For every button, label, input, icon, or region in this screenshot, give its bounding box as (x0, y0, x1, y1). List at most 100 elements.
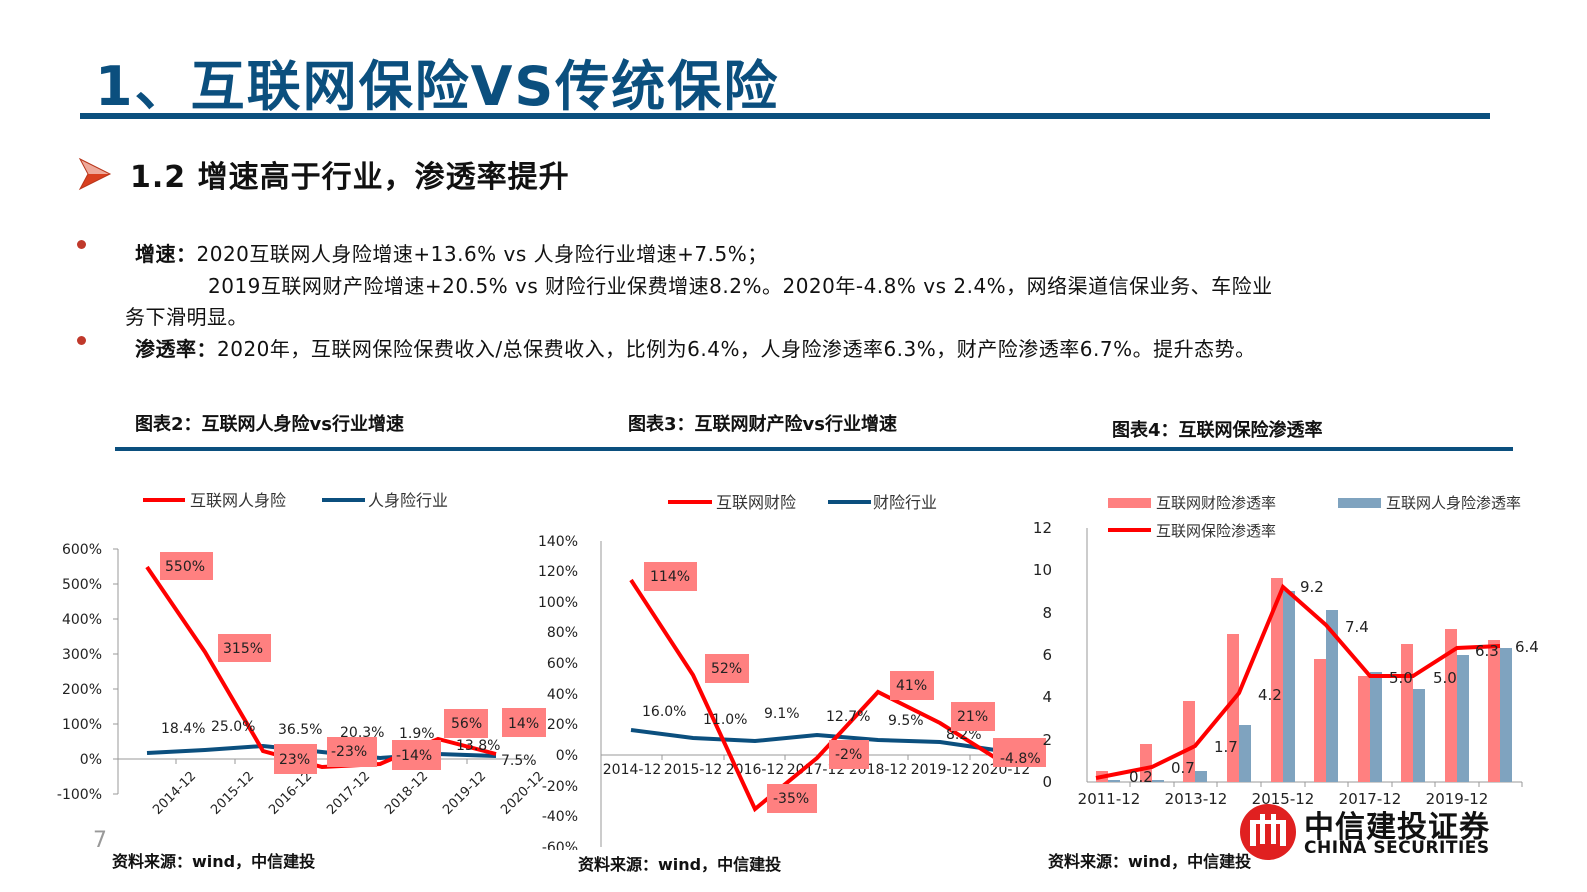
svg-text:0.2: 0.2 (1129, 768, 1153, 786)
svg-text:4: 4 (1042, 688, 1052, 706)
svg-text:2014-12: 2014-12 (150, 769, 199, 818)
svg-text:400%: 400% (62, 612, 102, 628)
svg-text:13.8%: 13.8% (456, 738, 500, 754)
svg-text:2017-12: 2017-12 (324, 769, 373, 818)
legend-label: 人身险行业 (368, 491, 448, 510)
bullet-penetration-line1: 2020年，互联网保险保费收入/总保费收入，比例为6.4%，人身险渗透率6.3%… (217, 337, 1256, 361)
title-divider (80, 113, 1490, 119)
bullet-penetration: 渗透率：2020年，互联网保险保费收入/总保费收入，比例为6.4%，人身险渗透率… (135, 333, 1256, 362)
svg-text:互联网财险渗透率: 互联网财险渗透率 (1156, 494, 1276, 512)
bullet-dot (77, 336, 86, 345)
svg-text:0%: 0% (556, 748, 578, 764)
bullet-dot (77, 240, 86, 249)
svg-text:80%: 80% (547, 625, 578, 641)
svg-text:315%: 315% (223, 641, 263, 657)
svg-text:2015-12: 2015-12 (208, 769, 257, 818)
section-heading: 1.2 增速高于行业，渗透率提升 (78, 152, 570, 196)
svg-text:60%: 60% (547, 656, 578, 672)
svg-text:11.0%: 11.0% (703, 712, 747, 728)
svg-text:500%: 500% (62, 577, 102, 593)
bullet-growth-line1: 2020互联网人身险增速+13.6% vs 人身险行业增速+7.5%； (196, 242, 768, 266)
company-logo: 中信建投证券 CHINA SECURITIES (1238, 802, 1500, 862)
svg-text:互联网人身险渗透率: 互联网人身险渗透率 (1386, 494, 1521, 512)
svg-text:1.7: 1.7 (1214, 738, 1238, 756)
series-internet-life (145, 565, 497, 770)
chart4-title: 图表4：互联网保险渗透率 (1112, 420, 1323, 441)
svg-text:9.2: 9.2 (1300, 578, 1324, 596)
chart4-penetration-rate: 互联网财险渗透率 互联网人身险渗透率 互联网保险渗透率 12 10 8 6 4 … (1033, 494, 1539, 808)
bullet-growth-label: 增速： (135, 242, 197, 266)
arrow-bullet-icon (78, 157, 112, 191)
svg-text:2019-12: 2019-12 (440, 769, 489, 818)
bullet-penetration-label: 渗透率： (135, 337, 217, 361)
logo-text-en: CHINA SECURITIES (1304, 838, 1490, 858)
chart2-title: 图表2：互联网人身险vs行业增速 (135, 414, 404, 435)
svg-text:2016-12: 2016-12 (266, 769, 315, 818)
chart3-property-insurance-growth: 互联网财险 财险行业 140% 120% 100% 80% 60% 40% 20… (538, 493, 1046, 850)
svg-text:2015-12: 2015-12 (1252, 790, 1315, 808)
svg-text:2019-12: 2019-12 (1426, 790, 1489, 808)
chart4-source: 资料来源：wind，中信建投 (1048, 852, 1252, 871)
svg-text:2011-12: 2011-12 (1078, 790, 1141, 808)
svg-text:4.2: 4.2 (1258, 686, 1282, 704)
svg-text:2017-12: 2017-12 (1339, 790, 1402, 808)
svg-text:300%: 300% (62, 647, 102, 663)
svg-text:40%: 40% (547, 687, 578, 703)
chart2-life-insurance-growth: 互联网人身险 人身险行业 600% 500% 400% 300% 200% 10… (57, 491, 547, 818)
svg-text:0%: 0% (80, 752, 102, 768)
svg-text:2: 2 (1042, 731, 1052, 749)
svg-text:互联网保险渗透率: 互联网保险渗透率 (1156, 522, 1276, 540)
citic-logo-icon (1240, 804, 1296, 860)
svg-text:-23%: -23% (331, 744, 367, 760)
svg-text:12.7%: 12.7% (826, 709, 870, 725)
svg-text:120%: 120% (538, 564, 578, 580)
svg-text:9.1%: 9.1% (764, 706, 800, 722)
bullet-growth-line3: 务下滑明显。 (125, 305, 248, 329)
chart2-source: 资料来源：wind，中信建投 (112, 852, 316, 871)
svg-text:2015-12: 2015-12 (664, 762, 723, 778)
series-life-industry (146, 743, 497, 761)
chart3-source: 资料来源：wind，中信建投 (578, 855, 782, 874)
svg-text:5.0: 5.0 (1389, 669, 1413, 687)
svg-text:7.5%: 7.5% (501, 753, 537, 769)
svg-text:18.4%: 18.4% (161, 721, 205, 737)
svg-text:20%: 20% (547, 717, 578, 733)
svg-text:10: 10 (1033, 561, 1052, 579)
bullet-growth: 增速：2020互联网人身险增速+13.6% vs 人身险行业增速+7.5%； (135, 238, 768, 267)
svg-text:1.9%: 1.9% (399, 726, 435, 742)
svg-text:0.7: 0.7 (1171, 759, 1195, 777)
svg-text:16.0%: 16.0% (642, 704, 686, 720)
svg-text:7.4: 7.4 (1345, 618, 1369, 636)
legend-label: 互联网人身险 (190, 491, 286, 510)
svg-text:12: 12 (1033, 519, 1052, 537)
svg-text:-20%: -20% (542, 779, 578, 795)
svg-text:140%: 140% (538, 534, 578, 550)
chart3-title: 图表3：互联网财产险vs行业增速 (628, 414, 897, 435)
svg-text:0: 0 (1042, 773, 1052, 791)
svg-text:600%: 600% (62, 542, 102, 558)
page-title: 1、互联网保险VS传统保险 (95, 55, 780, 118)
svg-text:-14%: -14% (396, 748, 432, 764)
svg-text:114%: 114% (650, 569, 690, 585)
svg-text:56%: 56% (451, 716, 482, 732)
svg-text:2019-12: 2019-12 (911, 762, 970, 778)
svg-text:-40%: -40% (542, 809, 578, 825)
svg-text:财险行业: 财险行业 (873, 493, 937, 512)
svg-text:5.0: 5.0 (1433, 669, 1457, 687)
svg-text:25.0%: 25.0% (211, 719, 255, 735)
svg-text:8: 8 (1042, 604, 1052, 622)
x-axis-ticks: 2014-12 2015-12 2016-12 2017-12 2018-12 … (150, 769, 547, 818)
svg-text:200%: 200% (62, 682, 102, 698)
svg-text:41%: 41% (896, 678, 927, 694)
svg-text:100%: 100% (538, 595, 578, 611)
svg-text:6: 6 (1042, 646, 1052, 664)
bullet-growth-line2: 2019互联网财产险增速+20.5% vs 财险行业保费增速8.2%。2020年… (208, 274, 1273, 298)
svg-text:52%: 52% (711, 661, 742, 677)
svg-text:互联网财险: 互联网财险 (716, 493, 796, 512)
svg-text:-4.8%: -4.8% (1000, 751, 1041, 767)
page-number: 7 (93, 828, 107, 853)
svg-text:23%: 23% (279, 752, 310, 768)
section-subtitle: 1.2 增速高于行业，渗透率提升 (130, 160, 570, 195)
y-axis-ticks: 600% 500% 400% 300% 200% 100% 0% -100% (57, 542, 102, 803)
svg-text:9.5%: 9.5% (888, 713, 924, 729)
